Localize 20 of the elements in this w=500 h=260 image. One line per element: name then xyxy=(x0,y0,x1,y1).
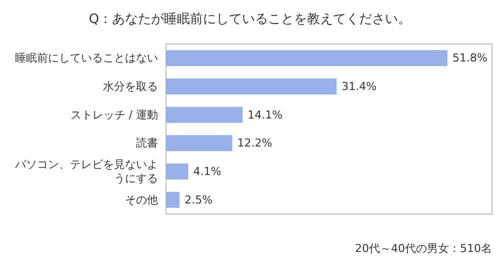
y-tick-label: ストレッチ / 運動 xyxy=(70,108,158,122)
bar xyxy=(166,78,337,94)
y-tick-label: 睡眠前にしていることはない xyxy=(15,52,158,65)
bar xyxy=(166,192,180,208)
data-label: 2.5% xyxy=(184,193,213,206)
bar xyxy=(166,106,243,123)
data-label: 4.1% xyxy=(193,165,222,178)
bar xyxy=(166,50,448,66)
y-tick-label: その他 xyxy=(125,193,158,206)
data-label: 12.2% xyxy=(237,136,272,150)
chart-title: Q：あなたが睡眠前にしていることを教えてください。 xyxy=(88,12,412,27)
y-tick-label: 読書 xyxy=(136,136,158,150)
bar xyxy=(166,164,188,180)
y-tick-label: パソコン、テレビを見ないようにする xyxy=(14,158,158,185)
y-tick-label: 水分を取る xyxy=(103,80,158,93)
data-label: 31.4% xyxy=(342,80,377,93)
bar xyxy=(166,135,232,152)
data-label: 14.1% xyxy=(248,108,283,122)
data-label: 51.8% xyxy=(452,52,488,65)
text: 20代～40代の男女：510名 xyxy=(355,242,492,255)
